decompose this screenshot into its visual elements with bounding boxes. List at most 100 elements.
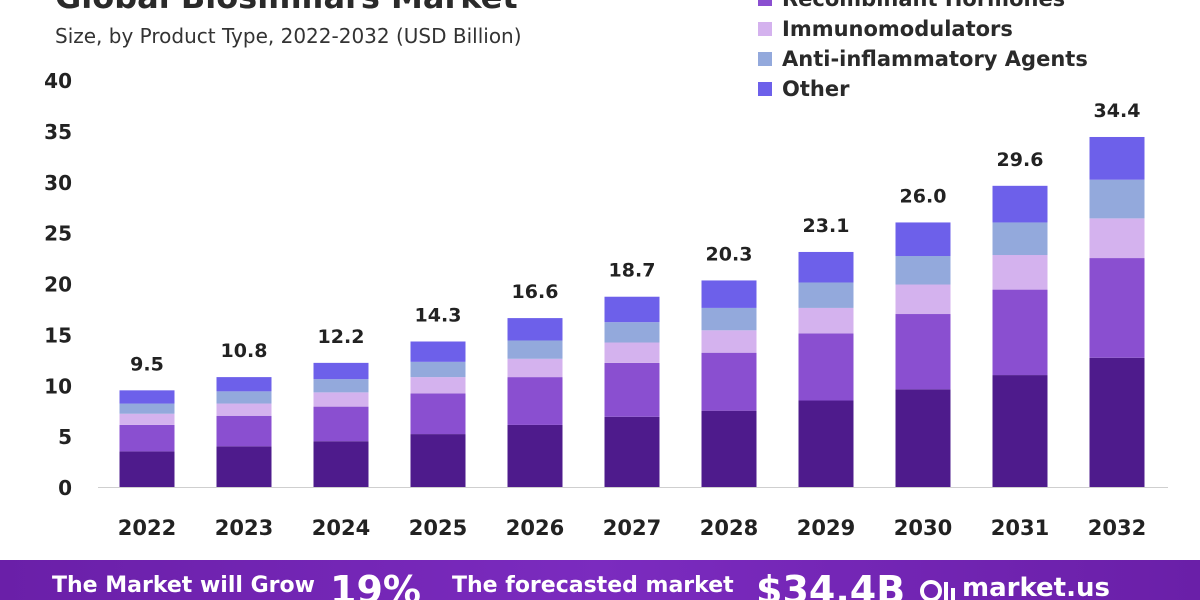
x-tick-label: 2026 (506, 516, 564, 540)
bar-segment (992, 185, 1048, 223)
chart-legend: Recombinant Hormones Immunomodulators An… (758, 0, 1088, 104)
footer-forecast-value: $34.4B (756, 568, 906, 600)
chart-subtitle: Size, by Product Type, 2022-2032 (USD Bi… (55, 24, 522, 48)
chart-title: Global Biosimilars Market (55, 0, 518, 16)
bar-segment (992, 289, 1048, 376)
bar-segment (216, 403, 272, 416)
y-tick-label: 5 (58, 425, 72, 449)
bar-total-label: 26.0 (900, 185, 947, 207)
bar-segment (701, 280, 757, 308)
bar-total-label: 14.3 (415, 304, 462, 326)
bar-segment (895, 284, 951, 315)
bar-total-label: 9.5 (130, 353, 164, 375)
bar-segment (992, 255, 1048, 290)
bar-segment (1089, 258, 1145, 358)
bar-segment (701, 410, 757, 487)
bar-total-label: 12.2 (318, 326, 365, 348)
x-tick-label: 2025 (409, 516, 467, 540)
bar-total-label: 20.3 (706, 243, 753, 265)
legend-item-recombinant-hormones: Recombinant Hormones (758, 0, 1088, 14)
footer-banner: The Market will Grow 19% The forecasted … (0, 560, 1200, 600)
y-tick-label: 15 (44, 323, 72, 347)
y-tick-label: 35 (44, 120, 72, 144)
bar-segment (701, 330, 757, 353)
bar-segment (895, 256, 951, 285)
bar-segment (604, 416, 660, 487)
bar-segment (119, 413, 175, 425)
bar-segment (798, 251, 854, 283)
bar-segment (313, 379, 369, 393)
bar-segment (313, 362, 369, 380)
bar-segment (604, 362, 660, 417)
bar-segment (604, 342, 660, 363)
bar-segment (701, 352, 757, 411)
x-tick-label: 2029 (797, 516, 855, 540)
footer-cagr-value: 19% (330, 568, 421, 600)
legend-swatch-immunomodulators (758, 22, 772, 36)
bar-segment (216, 391, 272, 404)
bar-segment (313, 441, 369, 487)
y-tick-label: 20 (44, 273, 72, 297)
x-tick-label: 2028 (700, 516, 758, 540)
bar-segment (507, 377, 563, 425)
bar-segment (798, 400, 854, 487)
x-tick-label: 2024 (312, 516, 370, 540)
legend-label-immunomodulators: Immunomodulators (782, 17, 1013, 41)
bar-segment (895, 314, 951, 390)
legend-label-anti-inflammatory-agents: Anti-inflammatory Agents (782, 47, 1088, 71)
bar-segment (410, 377, 466, 394)
bar-segment (992, 222, 1048, 256)
bar-total-label: 10.8 (221, 340, 268, 362)
y-tick-label: 0 (58, 476, 72, 500)
bar-segment (992, 375, 1048, 487)
bar-segment (604, 296, 660, 323)
bar-segment (119, 424, 175, 452)
bar-segment (507, 358, 563, 378)
y-tick-label: 10 (44, 374, 72, 398)
y-tick-label: 40 (44, 69, 72, 93)
bar-segment (604, 322, 660, 343)
legend-swatch-recombinant-hormones (758, 0, 772, 6)
stacked-bar-chart: 05101520253035409.5202210.8202312.220241… (44, 69, 1168, 540)
bar-segment (216, 446, 272, 487)
y-tick-label: 30 (44, 171, 72, 195)
bar-segment (1089, 136, 1145, 180)
bar-segment (119, 451, 175, 487)
legend-swatch-other (758, 82, 772, 96)
bar-segment (1089, 218, 1145, 259)
x-tick-label: 2023 (215, 516, 273, 540)
legend-item-anti-inflammatory-agents: Anti-inflammatory Agents (758, 44, 1088, 74)
x-tick-label: 2030 (894, 516, 952, 540)
bar-segment (410, 341, 466, 362)
bar-total-label: 34.4 (1094, 100, 1141, 122)
bar-total-label: 18.7 (609, 260, 656, 282)
footer-grow-text: The Market will Grow (52, 573, 315, 598)
bar-segment (119, 390, 175, 404)
bar-segment (507, 318, 563, 341)
bar-segment (798, 307, 854, 334)
bar-segment (410, 393, 466, 435)
legend-item-other: Other (758, 74, 1088, 104)
footer-forecast-text: The forecasted market (452, 573, 734, 598)
x-tick-label: 2031 (991, 516, 1049, 540)
legend-label-recombinant-hormones: Recombinant Hormones (782, 0, 1065, 11)
bar-segment (313, 392, 369, 407)
bar-segment (798, 333, 854, 401)
x-tick-label: 2032 (1088, 516, 1146, 540)
bar-segment (313, 406, 369, 442)
legend-item-immunomodulators: Immunomodulators (758, 14, 1088, 44)
x-tick-label: 2022 (118, 516, 176, 540)
bar-segment (1089, 357, 1145, 487)
footer-brand: market.us (962, 573, 1110, 600)
x-tick-label: 2027 (603, 516, 661, 540)
bar-segment (410, 434, 466, 487)
bar-segment (507, 340, 563, 359)
bar-segment (701, 307, 757, 331)
bar-total-label: 16.6 (512, 281, 559, 303)
y-tick-label: 25 (44, 222, 72, 246)
bar-segment (1089, 179, 1145, 219)
legend-label-other: Other (782, 77, 850, 101)
bar-segment (216, 377, 272, 392)
bar-segment (895, 222, 951, 257)
market-us-logo-icon (920, 580, 955, 600)
